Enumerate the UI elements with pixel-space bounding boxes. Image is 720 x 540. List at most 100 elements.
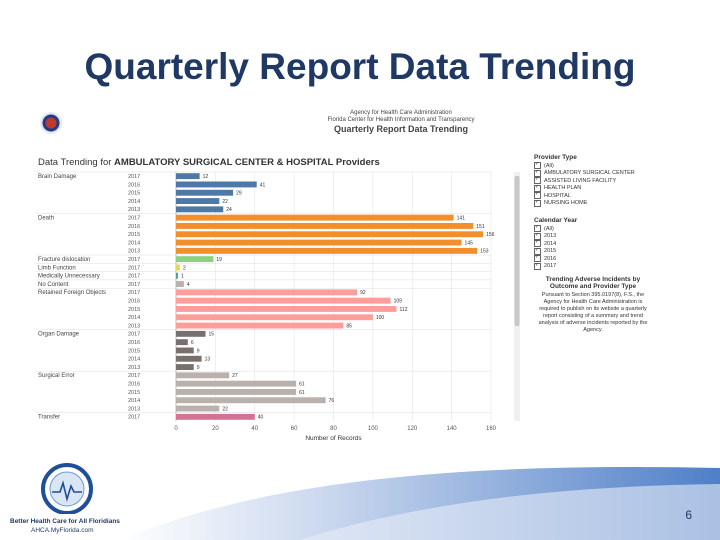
data-label: 13 — [205, 357, 211, 363]
provider-type-option[interactable]: ASSISTED LIVING FACILITY — [534, 176, 652, 185]
year-label: 2014 — [128, 315, 140, 321]
data-label: 4 — [187, 282, 190, 288]
year-label: 2015 — [128, 232, 140, 238]
bar — [176, 372, 230, 379]
calendar-year-option-label: 2015 — [544, 248, 557, 255]
group-label: Transfer — [38, 415, 60, 421]
year-label: 2015 — [128, 191, 140, 197]
header-line1: Agency for Health Care Administration — [350, 110, 452, 116]
year-label: 2017 — [128, 274, 140, 280]
calendar-year-option[interactable]: 2013 — [534, 232, 652, 241]
year-label: 2014 — [128, 199, 140, 205]
data-label: 6 — [191, 340, 194, 346]
x-tick-label: 140 — [447, 426, 458, 432]
calendar-year-option[interactable]: 2016 — [534, 254, 652, 263]
calendar-year-label: Calendar Year — [534, 217, 578, 224]
calendar-year-option[interactable]: 2014 — [534, 239, 652, 248]
ahca-logo-icon — [41, 463, 93, 514]
data-label: 85 — [346, 323, 352, 329]
provider-type-option[interactable]: HEALTH PLAN — [534, 184, 652, 193]
year-label: 2014 — [128, 240, 140, 246]
year-label: 2016 — [128, 340, 140, 346]
provider-type-option[interactable]: AMBULATORY SURGICAL CENTER — [534, 169, 652, 178]
x-tick-label: 100 — [368, 426, 379, 432]
group-label: Medically Unnecessary — [38, 274, 100, 280]
year-label: 2017 — [128, 174, 140, 180]
bar — [176, 231, 484, 238]
bar — [176, 247, 478, 254]
group-label: Organ Damage — [38, 332, 80, 338]
data-label: 100 — [376, 315, 385, 321]
bar — [176, 405, 220, 412]
calendar-year-option[interactable]: 2017 — [534, 262, 652, 271]
year-label: 2017 — [128, 265, 140, 271]
year-label: 2017 — [128, 373, 140, 379]
year-label: 2017 — [128, 257, 140, 263]
year-label: 2013 — [128, 323, 140, 329]
chart-title-subject: AMBULATORY SURGICAL CENTER & HOSPITAL Pr… — [114, 157, 380, 168]
bar — [176, 413, 255, 420]
data-label: 12 — [203, 174, 209, 180]
provider-type-option[interactable]: HOSPITAL — [534, 191, 652, 200]
calendar-year-option-label: 2016 — [544, 255, 557, 262]
x-tick-label: 40 — [251, 426, 258, 432]
bar — [176, 289, 358, 296]
data-label: 92 — [360, 290, 366, 296]
agency-seal-icon — [40, 112, 62, 134]
year-label: 2013 — [128, 406, 140, 412]
x-tick-label: 60 — [291, 426, 298, 432]
chart-title-prefix: Data Trending for — [38, 157, 112, 168]
group-label: No Content — [38, 282, 69, 288]
provider-type-label: Provider Type — [534, 154, 577, 161]
provider-type-option[interactable]: (All) — [534, 161, 652, 170]
year-label: 2014 — [128, 357, 140, 363]
x-tick-label: 120 — [407, 426, 418, 432]
x-tick-label: 80 — [330, 426, 337, 432]
data-label: 19 — [216, 257, 222, 263]
bar — [176, 389, 297, 395]
group-label: Surgical Error — [38, 373, 75, 379]
bar — [176, 256, 214, 263]
year-label: 2016 — [128, 224, 140, 230]
provider-type-option-label: HEALTH PLAN — [544, 185, 582, 192]
header-line2: Florida Center for Health Information an… — [327, 117, 475, 123]
bar — [176, 198, 220, 204]
bar — [176, 281, 184, 287]
year-label: 2013 — [128, 249, 140, 255]
x-tick-label: 0 — [174, 426, 178, 432]
bar — [176, 173, 200, 180]
data-label: 109 — [394, 299, 403, 305]
bar — [176, 297, 391, 304]
provider-type-option-label: (All) — [544, 162, 554, 169]
data-label: 151 — [476, 224, 485, 230]
data-label: 145 — [464, 240, 473, 246]
bar — [176, 314, 373, 321]
data-label: 156 — [486, 232, 495, 238]
bar — [176, 347, 194, 354]
year-label: 2017 — [128, 282, 140, 288]
chart-title: Data Trending for AMBULATORY SURGICAL CE… — [38, 157, 380, 168]
bar — [176, 380, 297, 387]
group-label: Fracture dislocation — [38, 257, 90, 263]
bar — [176, 306, 397, 312]
year-label: 2015 — [128, 348, 140, 354]
checkbox-icon[interactable] — [534, 199, 541, 207]
x-tick-label: 20 — [212, 426, 219, 432]
data-label: 141 — [457, 216, 466, 222]
bar — [176, 189, 234, 196]
data-label: 22 — [222, 406, 228, 412]
year-label: 2017 — [128, 415, 140, 421]
checkbox-icon[interactable] — [534, 262, 541, 270]
year-label: 2016 — [128, 299, 140, 305]
data-label: 153 — [480, 249, 489, 255]
calendar-year-list: (All)20132014201520162017 — [534, 224, 652, 271]
year-label: 2017 — [128, 216, 140, 222]
provider-type-option[interactable]: NURSING HOME — [534, 199, 652, 208]
provider-type-option-label: ASSISTED LIVING FACILITY — [544, 177, 617, 184]
calendar-year-option[interactable]: 2015 — [534, 247, 652, 256]
data-label: 61 — [299, 382, 305, 388]
calendar-year-option[interactable]: (All) — [534, 224, 652, 233]
data-label: 41 — [260, 182, 266, 188]
year-label: 2015 — [128, 390, 140, 396]
